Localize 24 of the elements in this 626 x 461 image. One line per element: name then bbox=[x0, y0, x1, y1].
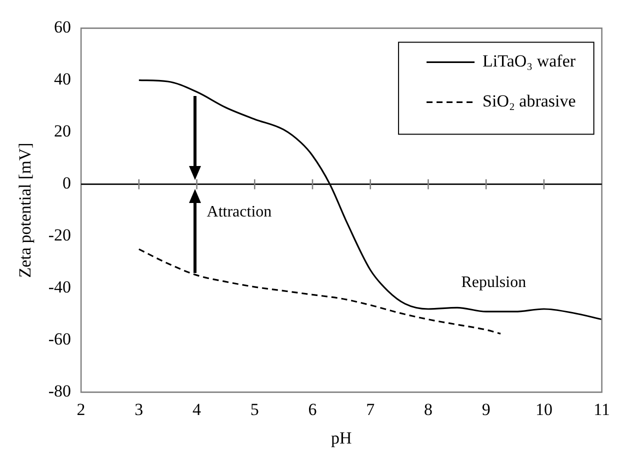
x-tick-label: 4 bbox=[192, 400, 202, 419]
legend-label: SiO₂ abrasive bbox=[482, 92, 576, 111]
x-axis-title: pH bbox=[331, 428, 352, 448]
annotation: Repulsion bbox=[461, 274, 526, 292]
y-tick-label: 60 bbox=[54, 18, 72, 37]
y-tick-label: -20 bbox=[48, 226, 72, 245]
x-tick-label: 2 bbox=[76, 400, 86, 419]
x-tick-label: 6 bbox=[308, 400, 317, 419]
y-tick-label: -60 bbox=[48, 330, 72, 349]
x-tick-label: 10 bbox=[535, 400, 552, 419]
x-tick-label: 5 bbox=[250, 400, 259, 419]
y-tick-label: -80 bbox=[48, 382, 72, 401]
y-tick-label: -40 bbox=[48, 278, 72, 297]
y-tick-label: 0 bbox=[62, 174, 72, 193]
x-tick-label: 11 bbox=[594, 400, 610, 419]
x-tick-label: 3 bbox=[134, 400, 144, 419]
x-tick-label: 7 bbox=[366, 400, 376, 419]
x-tick-label: 8 bbox=[424, 400, 432, 419]
annotation: Attraction bbox=[206, 203, 272, 220]
x-tick-label: 9 bbox=[482, 400, 490, 419]
y-axis-title: Zeta potential [mV] bbox=[16, 142, 35, 278]
y-tick-label: 40 bbox=[54, 70, 72, 89]
legend-label: LiTaO₃ wafer bbox=[482, 52, 576, 71]
y-tick-label: 20 bbox=[54, 122, 72, 141]
